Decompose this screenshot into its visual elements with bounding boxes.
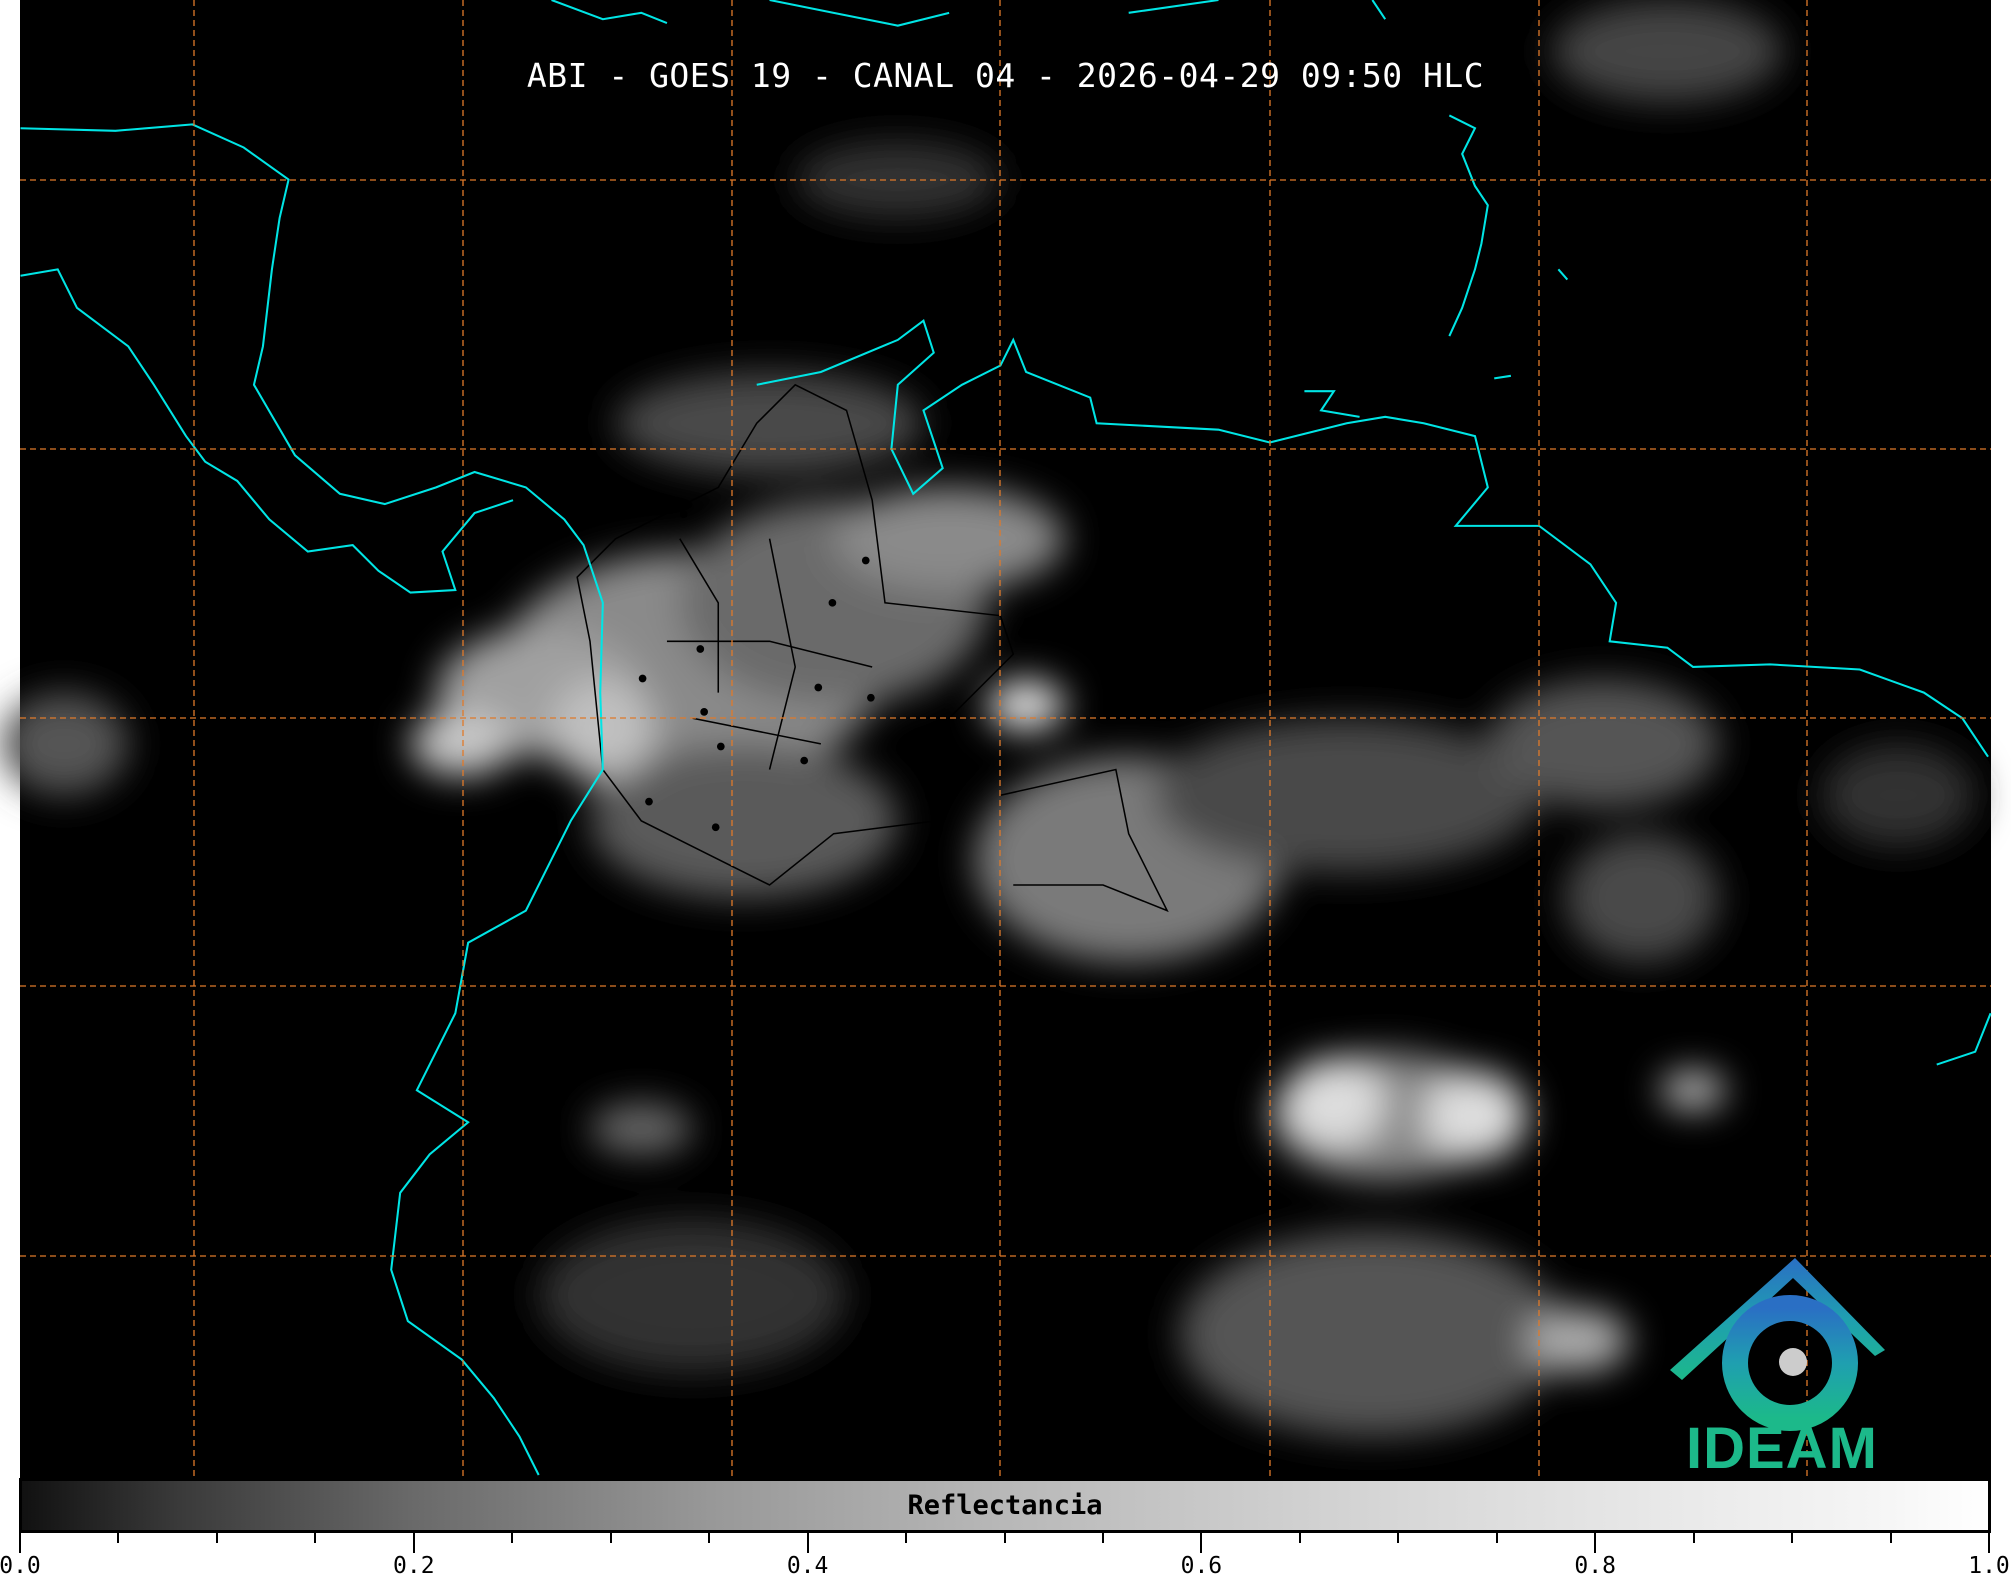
ideam-logo-text: IDEAM [1686, 1416, 1878, 1481]
colorbar-major-tick [1988, 1533, 1990, 1553]
political-borders [576, 383, 1169, 913]
colorbar-tick-label: 0.6 [1180, 1553, 1223, 1579]
colorbar-minor-tick [905, 1533, 908, 1543]
colorbar-major-tick [19, 1533, 21, 1553]
colorbar-minor-tick [1298, 1533, 1301, 1543]
colorbar-minor-tick [314, 1533, 317, 1543]
colorbar-minor-tick [1101, 1533, 1104, 1543]
colorbar-tick-label: 0.2 [393, 1553, 435, 1579]
ideam-logo-icon [1670, 1258, 1885, 1431]
colorbar-minor-tick [1003, 1533, 1006, 1543]
colorbar-major-tick [1200, 1533, 1203, 1553]
colorbar-minor-tick [117, 1533, 120, 1543]
cloud-field [0, 0, 1976, 1437]
colorbar-minor-tick [1791, 1533, 1794, 1543]
colorbar-tick-label: 0.0 [0, 1553, 41, 1579]
map-title: ABI - GOES 19 - CANAL 04 - 2026-04-29 09… [526, 56, 1485, 95]
city-markers [638, 510, 875, 832]
colorbar-minor-tick [708, 1533, 711, 1543]
colorbar-minor-tick [1397, 1533, 1400, 1543]
colorbar-tick-label: 0.8 [1574, 1553, 1616, 1579]
graticule [20, 0, 1991, 1478]
colorbar-minor-tick [511, 1533, 514, 1543]
colorbar: Reflectancia [19, 1478, 1991, 1533]
colorbar-label: Reflectancia [907, 1490, 1103, 1521]
colorbar-minor-tick [609, 1533, 612, 1543]
colorbar-minor-tick [1889, 1533, 1892, 1543]
colorbar-major-tick [806, 1533, 809, 1553]
colorbar-major-tick [1594, 1533, 1597, 1553]
colorbar-tick-label: 0.4 [786, 1553, 829, 1579]
colorbar-tick-label: 1.0 [1968, 1553, 2010, 1579]
colorbar-major-tick [412, 1533, 415, 1553]
colorbar-minor-tick [1495, 1533, 1498, 1543]
colorbar-minor-tick [215, 1533, 218, 1543]
colorbar-minor-tick [1692, 1533, 1695, 1543]
